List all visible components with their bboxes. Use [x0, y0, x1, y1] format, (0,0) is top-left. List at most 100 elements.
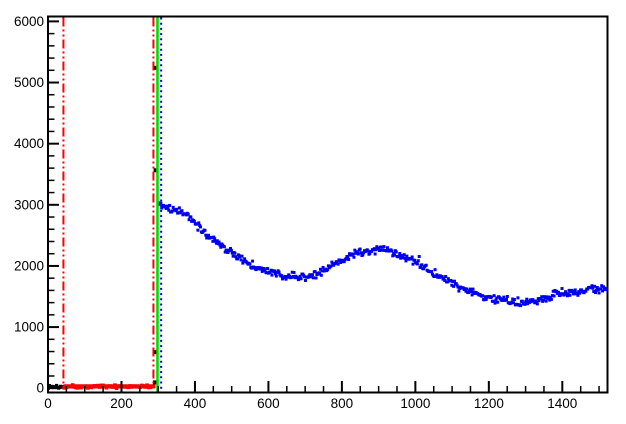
waveform-point: [263, 268, 267, 272]
waveform-point: [493, 301, 497, 305]
y-tick-label: 5000: [14, 75, 44, 90]
waveform-point: [563, 292, 567, 296]
y-tick-label: 1000: [14, 320, 44, 335]
waveform-point: [273, 269, 277, 273]
x-tick-label: 400: [184, 396, 207, 411]
waveform-point: [543, 296, 547, 300]
waveform-point: [254, 268, 258, 272]
waveform-point: [215, 239, 219, 243]
waveform-point: [534, 300, 538, 304]
waveform-point: [523, 302, 527, 306]
waveform-point: [433, 268, 437, 272]
waveform-point: [366, 249, 370, 253]
waveform-point: [432, 275, 436, 279]
x-tick-label: 200: [110, 396, 133, 411]
waveform-point: [372, 247, 376, 251]
waveform-point: [449, 278, 453, 282]
waveform-point: [326, 264, 330, 268]
waveform-point: [238, 254, 242, 258]
waveform-point: [344, 257, 348, 261]
waveform-point: [225, 248, 229, 252]
waveform-point: [213, 237, 217, 241]
waveform-point: [391, 254, 395, 258]
waveform-point: [566, 292, 570, 296]
waveform-point: [532, 299, 536, 303]
waveform-point: [359, 251, 363, 255]
waveform-point: [236, 253, 240, 257]
waveform-point: [489, 295, 493, 299]
waveform-point: [259, 266, 263, 270]
waveform-point: [228, 248, 232, 252]
fit-marker: [111, 385, 115, 389]
waveform-point: [218, 243, 222, 247]
x-axis: 0 200 400 600 800 1000 1200 1400: [44, 381, 600, 411]
waveform-point: [535, 302, 539, 306]
waveform-point: [435, 273, 439, 277]
waveform-point: [461, 286, 465, 290]
waveform-point: [283, 274, 287, 278]
waveform-point: [567, 288, 571, 292]
waveform-point: [189, 215, 193, 219]
waveform-point: [231, 254, 235, 258]
waveform-point: [430, 272, 434, 276]
waveform-point: [251, 259, 255, 263]
waveform-point: [175, 207, 179, 211]
waveform-point: [219, 245, 223, 249]
waveform-point: [591, 286, 595, 290]
fit-marker: [113, 383, 117, 387]
waveform-point: [268, 271, 272, 275]
waveform-point: [550, 294, 554, 298]
waveform-point: [404, 259, 408, 263]
waveform-point: [464, 289, 468, 293]
waveform-point: [239, 258, 243, 262]
waveform-point: [333, 261, 337, 265]
waveform-point: [512, 297, 516, 301]
waveform-point: [166, 206, 170, 210]
waveform-point: [467, 289, 471, 293]
waveform-point: [320, 269, 324, 273]
waveform-point: [204, 233, 208, 237]
waveform-point: [393, 253, 397, 257]
waveform-point: [198, 223, 202, 227]
waveform-point: [481, 294, 485, 298]
waveform-point: [298, 274, 302, 278]
cursor-lines: [62, 17, 163, 392]
waveform-point: [536, 297, 540, 301]
waveform-point: [248, 262, 252, 266]
waveform-point: [184, 213, 188, 217]
waveform-point: [539, 297, 543, 301]
waveform-point: [529, 300, 533, 304]
waveform-point: [468, 287, 472, 291]
transition-point: [152, 380, 157, 385]
waveform-point: [241, 261, 245, 265]
waveform-point: [397, 254, 401, 258]
waveform-point: [467, 291, 471, 295]
waveform-point: [274, 274, 278, 278]
waveform-point: [289, 275, 293, 279]
waveform-point: [454, 282, 458, 286]
waveform-point: [417, 254, 421, 258]
waveform-point: [515, 302, 519, 306]
waveform-point: [336, 262, 340, 266]
waveform-point: [390, 249, 394, 253]
waveform-point: [311, 276, 315, 280]
data-series: [47, 65, 608, 390]
waveform-point: [330, 260, 334, 264]
waveform-point: [470, 293, 474, 297]
waveform-point: [199, 225, 203, 229]
waveform-point: [452, 284, 456, 288]
waveform-point: [399, 256, 403, 260]
waveform-point: [592, 290, 596, 294]
waveform-point: [605, 287, 608, 291]
waveform-point: [290, 270, 294, 274]
waveform-point: [599, 287, 603, 291]
waveform-point: [273, 272, 277, 276]
waveform-point: [270, 273, 274, 277]
waveform-point: [303, 275, 307, 279]
waveform-point: [430, 270, 434, 274]
waveform-point: [171, 205, 175, 209]
waveform-point: [354, 251, 358, 255]
waveform-point: [484, 297, 488, 301]
